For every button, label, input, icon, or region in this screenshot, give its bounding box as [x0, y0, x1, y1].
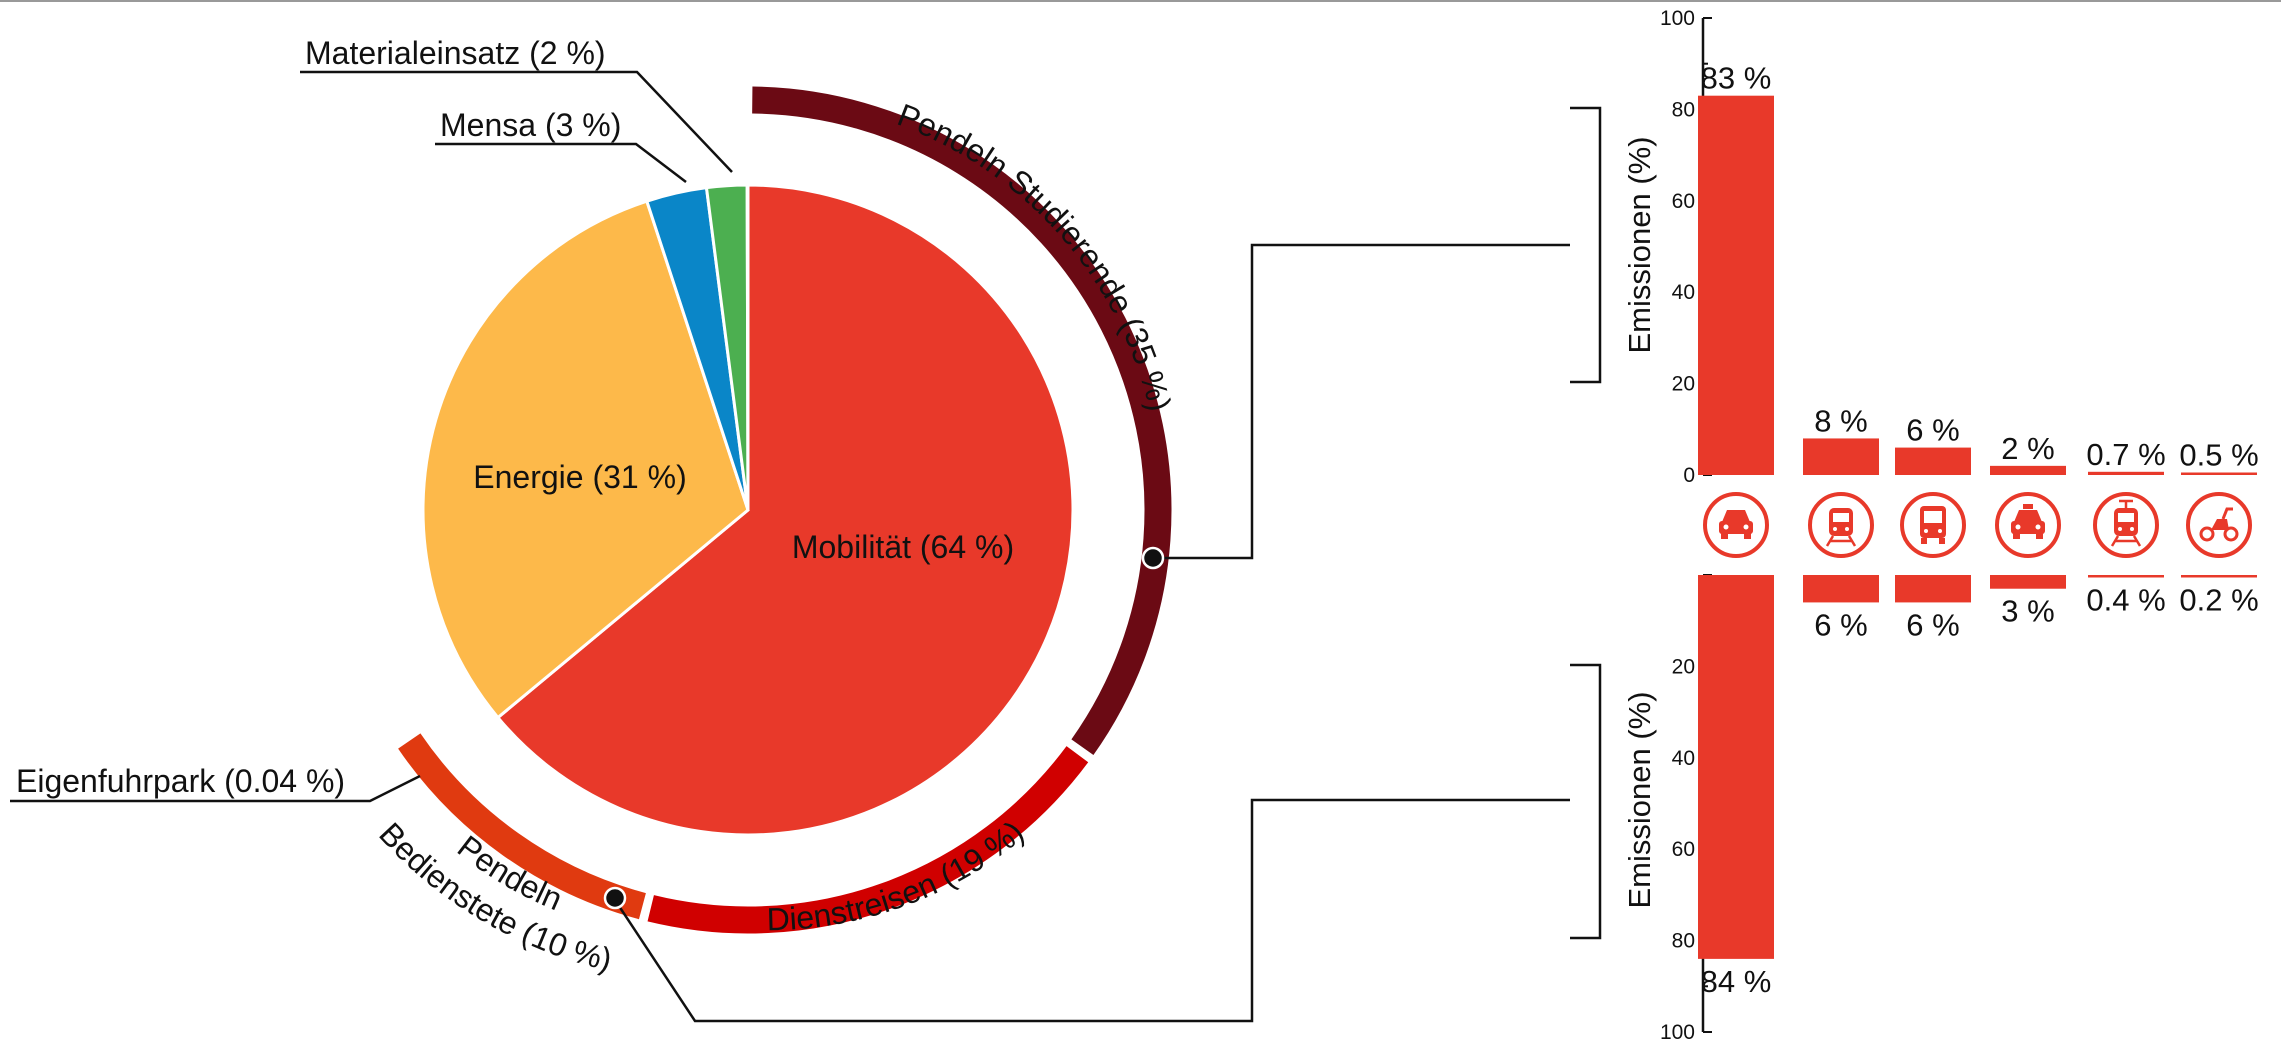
bar-train [1803, 575, 1879, 603]
bar-value-label: 83 % [1701, 61, 1772, 96]
slice-label-mensa: Mensa (3 %) [440, 107, 621, 143]
slice-label-energie: Energie (31 %) [473, 459, 686, 495]
bus-icon [1900, 492, 1966, 558]
bar-value-label: 0.2 % [2179, 583, 2258, 618]
bar-value-label: 6 % [1814, 607, 1867, 642]
leader-eigenfuhrpark [10, 774, 421, 803]
bar-value-label: 0.5 % [2179, 438, 2258, 473]
bracket-bottom [1570, 663, 1602, 940]
bar-value-label: 8 % [1814, 403, 1867, 438]
tick-label: 40 [1672, 747, 1695, 770]
bar-value-label: 2 % [2001, 431, 2054, 466]
tick-label: 80 [1672, 98, 1695, 121]
bar-taxi [1990, 465, 2066, 475]
slice-label-eigenfuhrpark: Eigenfuhrpark (0.04 %) [16, 763, 345, 799]
top-y-axis-title: Emissionen (%) [1622, 136, 1657, 353]
tick-label: 20 [1672, 373, 1695, 396]
bar-tram [2088, 575, 2164, 578]
bar-value-label: 3 % [2001, 594, 2054, 629]
top-bars: 83 % 8 % 6 % 2 % 0.7 % 0.5 % [1698, 61, 2259, 475]
bottom-bars: 84 % 6 % 6 % 3 % 0.4 % 0.2 % [1698, 575, 2259, 999]
bottom-y-axis-title: Emissionen (%) [1622, 691, 1657, 908]
bar-value-label: 6 % [1906, 607, 1959, 642]
marker-studierende [1141, 546, 1165, 570]
pie-slices [421, 183, 1075, 837]
tick-label: 80 [1672, 930, 1695, 953]
ring-segment-pendeln-studierende [752, 86, 1172, 756]
bar-taxi [1990, 575, 2066, 589]
tram-icon [2093, 492, 2159, 558]
leader-mensa [435, 142, 687, 183]
bar-train [1803, 438, 1879, 475]
connector-bedienstete [613, 798, 1570, 1023]
bracket-top [1570, 106, 1602, 384]
bar-chart-bedienstete: 20 40 60 80 100 Emissionen (%) 84 % 6 % 6 % 3 %… [1622, 574, 2259, 1039]
ring-segment-dienstreisen [647, 746, 1089, 934]
bar-bus [1895, 447, 1971, 475]
pie-slice-eigenfuhrpark [745, 183, 750, 511]
marker-bedienstete [603, 886, 627, 910]
slice-label-materialeinsatz: Materialeinsatz (2 %) [305, 35, 606, 71]
bottom-y-axis: 20 40 60 80 100 [1660, 574, 1712, 1039]
leader-materialeinsatz [300, 70, 733, 173]
bar-motorbike [2181, 575, 2257, 578]
bar-value-label: 0.4 % [2086, 583, 2165, 618]
bar-value-label: 84 % [1701, 964, 1772, 999]
train-icon [1808, 492, 1874, 558]
bar-bus [1895, 575, 1971, 603]
ring-label-dienstreisen: Dienstreisen (19 %) [766, 814, 1030, 938]
pie-chart: Mobilität (64 %) Energie (31 %) Material… [10, 35, 1602, 1023]
connector-studierende [1155, 243, 1570, 560]
bar-chart-studierende: 0 20 40 60 80 100 Emissionen (%) 83 % 8 % 6 % 2 … [1622, 7, 2259, 487]
pie-slice-energie [421, 199, 750, 720]
taxi-icon [1995, 492, 2061, 558]
tick-label: 20 [1672, 655, 1695, 678]
tick-label: 100 [1660, 7, 1695, 30]
bar-value-label: 6 % [1906, 413, 1959, 448]
bar-value-label: 0.7 % [2086, 437, 2165, 472]
tick-label: 40 [1672, 281, 1695, 304]
bar-car [1698, 575, 1774, 959]
slice-label-mobilitaet: Mobilität (64 %) [792, 529, 1014, 565]
mode-icons [1703, 492, 2252, 558]
car-icon [1703, 492, 1769, 558]
tick-label: 0 [1683, 464, 1695, 487]
bar-tram [2088, 471, 2164, 475]
tick-label: 60 [1672, 190, 1695, 213]
tick-label: 100 [1660, 1021, 1695, 1039]
tick-label: 60 [1672, 838, 1695, 861]
pie-slice-mobilitaet [495, 183, 1075, 837]
bar-motorbike [2181, 472, 2257, 475]
motorbike-icon [2186, 492, 2252, 558]
bar-car [1698, 95, 1774, 475]
